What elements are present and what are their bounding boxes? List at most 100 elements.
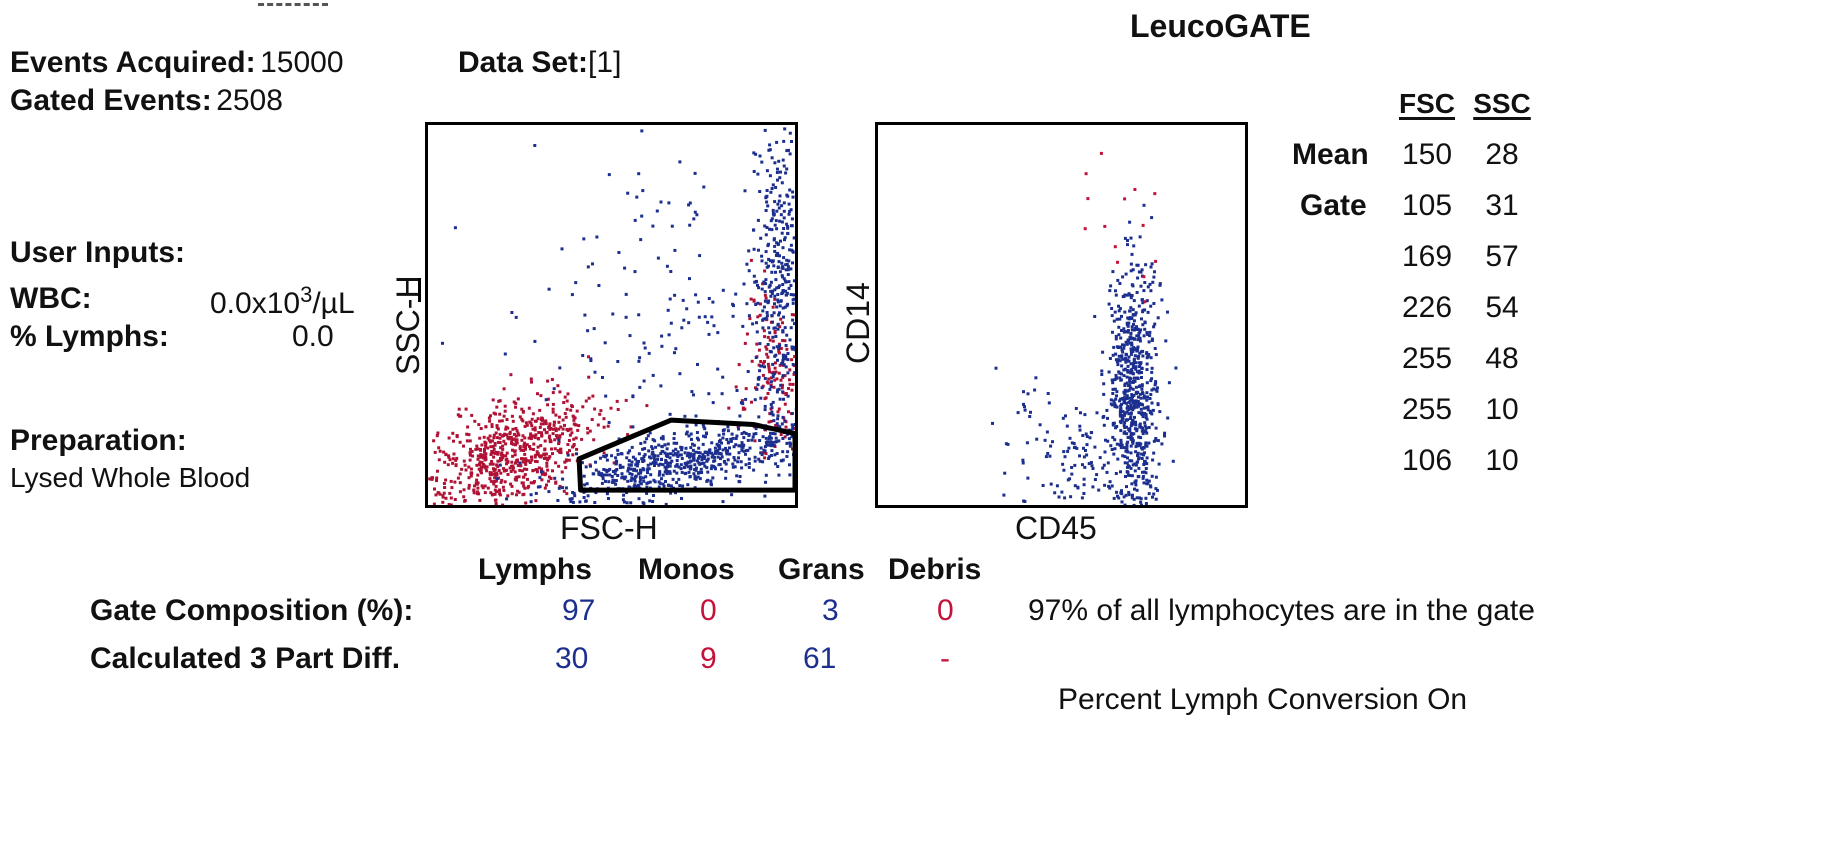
data-point: [538, 485, 542, 489]
data-point: [600, 472, 604, 476]
data-point: [510, 484, 514, 488]
data-point: [1070, 472, 1074, 476]
data-point: [774, 462, 778, 466]
data-point: [680, 326, 684, 330]
data-point: [686, 461, 690, 465]
data-point: [632, 468, 636, 472]
data-point: [781, 450, 785, 454]
data-point: [764, 436, 768, 440]
data-point: [784, 344, 788, 347]
data-point: [1147, 441, 1151, 445]
data-point: [514, 478, 518, 482]
ssc-cell: 54: [1485, 290, 1519, 324]
data-point: [696, 456, 700, 460]
data-point: [499, 471, 503, 475]
data-point: [783, 236, 787, 240]
data-point: [788, 338, 792, 342]
data-point: [776, 202, 780, 206]
row-label: [1292, 435, 1392, 486]
data-point: [495, 463, 499, 467]
data-point: [1136, 454, 1139, 458]
data-point: [479, 469, 482, 473]
data-point: [778, 363, 782, 367]
data-point: [628, 334, 632, 338]
data-point: [691, 454, 695, 458]
data-point: [526, 486, 530, 490]
data-point: [627, 459, 631, 463]
data-point: [1138, 336, 1142, 340]
data-point: [782, 315, 785, 319]
data-point: [546, 379, 550, 383]
data-point: [1006, 442, 1010, 446]
data-point: [720, 441, 723, 445]
data-point: [691, 448, 695, 452]
data-point: [701, 442, 705, 446]
data-point: [777, 159, 781, 163]
data-point: [432, 502, 436, 505]
ssc-cell: 28: [1485, 137, 1519, 171]
data-point: [761, 373, 765, 377]
data-point: [571, 491, 575, 494]
plot2-x-axis-label: CD45: [1015, 510, 1097, 546]
row-label: [1292, 282, 1392, 333]
data-point: [492, 411, 496, 415]
data-point: [567, 439, 571, 442]
data-point: [755, 279, 758, 283]
data-point: [733, 458, 737, 462]
data-point: [1154, 437, 1158, 440]
data-point: [716, 367, 720, 371]
data-point: [1102, 392, 1106, 396]
data-point: [505, 462, 508, 466]
data-point: [787, 387, 790, 390]
data-point: [633, 457, 637, 461]
data-point: [586, 431, 590, 435]
data-point: [640, 457, 644, 461]
data-point: [784, 171, 788, 175]
data-point: [666, 455, 669, 458]
data-point: [1129, 431, 1133, 435]
data-point: [592, 472, 596, 476]
data-point: [597, 470, 601, 474]
data-point: [705, 432, 708, 436]
data-point: [1131, 439, 1134, 443]
data-point: [775, 171, 779, 174]
data-point: [775, 227, 779, 231]
data-point: [732, 304, 735, 308]
data-point: [1120, 329, 1123, 332]
data-point: [1061, 462, 1065, 466]
gate-composition-label: Gate Composition (%):: [90, 594, 414, 627]
data-point: [756, 218, 760, 222]
data-point: [431, 476, 434, 480]
data-point: [666, 483, 670, 487]
data-point: [778, 344, 782, 348]
data-point: [651, 373, 655, 377]
gate-lymphs-value: 97: [562, 594, 596, 627]
data-point: [592, 327, 596, 331]
data-point: [674, 347, 678, 351]
data-point: [695, 431, 699, 434]
data-point: [752, 228, 756, 232]
app-title: LeucoGATE: [1130, 8, 1311, 44]
data-point: [787, 437, 791, 441]
data-point: [575, 447, 579, 451]
data-point: [769, 412, 773, 416]
data-point: [712, 464, 715, 468]
data-point: [1111, 353, 1115, 357]
data-point: [759, 396, 763, 400]
data-point: [761, 460, 765, 464]
data-point: [596, 423, 600, 427]
data-point: [1141, 432, 1145, 436]
data-point: [627, 466, 631, 470]
data-point: [511, 468, 515, 472]
data-point: [468, 458, 472, 462]
data-point: [791, 318, 795, 322]
data-point: [656, 454, 660, 458]
data-point: [1138, 496, 1142, 500]
data-point: [755, 387, 759, 391]
data-point: [559, 447, 563, 451]
data-point: [1130, 398, 1134, 402]
data-point: [1132, 404, 1136, 408]
data-point: [496, 427, 500, 431]
data-point: [672, 437, 676, 440]
data-point: [761, 318, 765, 322]
